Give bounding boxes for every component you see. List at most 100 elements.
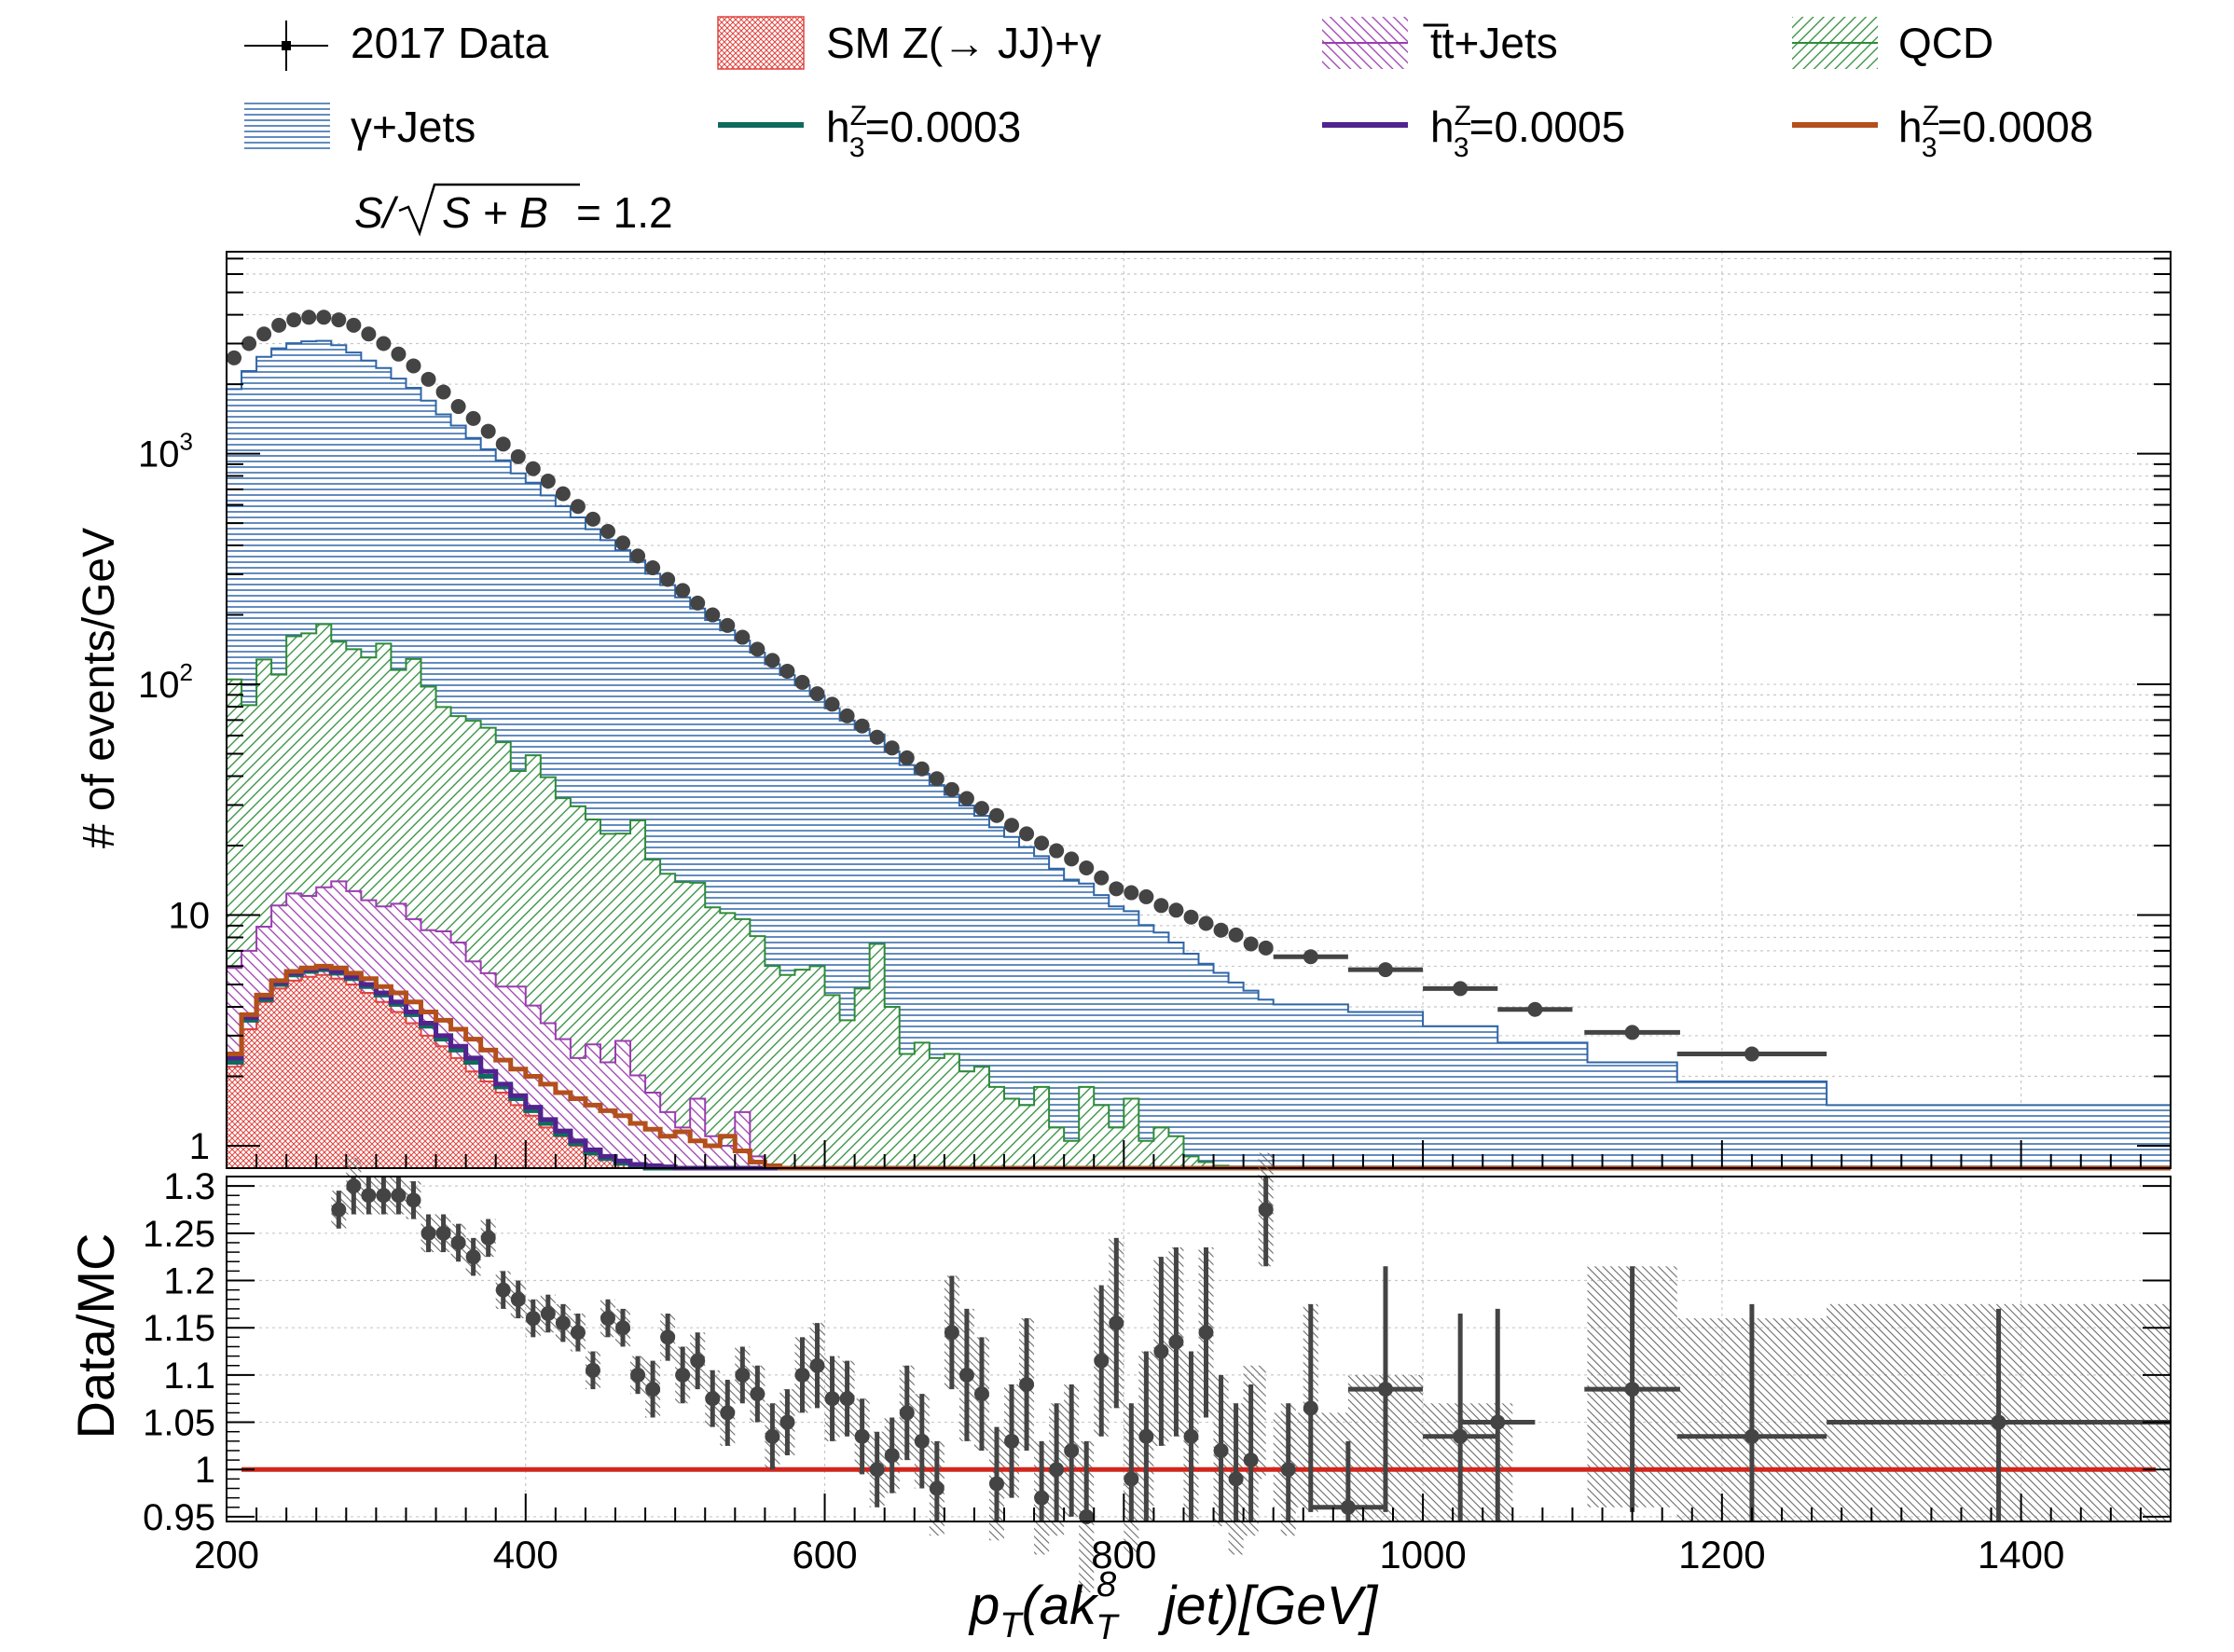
data-marker [480, 423, 496, 439]
data-marker [361, 326, 377, 342]
ratio-marker [615, 1320, 631, 1336]
y-tick-label: 103 [138, 428, 193, 475]
data-marker [271, 317, 287, 333]
data-point [884, 740, 900, 756]
ratio-y-tick-label: 1.3 [163, 1166, 215, 1207]
ratio-marker [331, 1202, 347, 1218]
ratio-marker [869, 1462, 885, 1478]
ratio-point [1124, 1403, 1139, 1521]
svg-text:hZ3=0.0003: hZ 3=0.0003 [826, 101, 1021, 163]
ratio-marker [779, 1414, 795, 1430]
data-point [929, 771, 945, 787]
data-point [854, 718, 870, 734]
data-marker [899, 750, 915, 765]
ratio-point [391, 1177, 407, 1215]
ratio-marker [675, 1367, 691, 1383]
ratio-point [1138, 1351, 1154, 1521]
ratio-marker [1377, 1382, 1393, 1397]
ratio-point [735, 1346, 751, 1404]
ratio-y-tick-label: 0.95 [143, 1497, 215, 1538]
data-point [391, 346, 407, 362]
ratio-point [376, 1177, 392, 1215]
data-point [510, 448, 526, 464]
y-axis-title-ratio: Data/MC [66, 1233, 125, 1439]
data-point [316, 310, 332, 325]
ratio-marker [854, 1428, 870, 1444]
ratio-point [1094, 1285, 1110, 1437]
data-marker [301, 310, 317, 325]
legend-entry-h3-0008: hZ 3=0.0008 [1792, 101, 2093, 163]
data-point [1004, 818, 1020, 833]
stack-qcd-outline [227, 623, 2171, 1169]
data-point [1497, 1001, 1573, 1017]
ratio-point [1676, 1303, 1827, 1521]
ratio-marker [540, 1305, 556, 1321]
ratio-marker [660, 1329, 676, 1345]
data-point [750, 641, 765, 657]
ratio-ticks: 0.95 1 1.05 1.1 1.15 1.2 1.25 1.3 200 400 600 800 10… [143, 1166, 2172, 1576]
ratio-point [465, 1237, 481, 1276]
ratio-frame [226, 1176, 2172, 1522]
data-marker [1183, 909, 1199, 925]
ratio-marker [1064, 1442, 1080, 1458]
ratio-point [615, 1308, 631, 1347]
ratio-marker [570, 1325, 586, 1341]
ratio-point [1280, 1403, 1296, 1521]
ratio-point [331, 1191, 347, 1229]
ratio-marker [1991, 1414, 2006, 1430]
ratio-point [1258, 1177, 1274, 1267]
ratio-marker [824, 1391, 840, 1407]
data-point [1019, 826, 1035, 842]
ratio-point [869, 1431, 885, 1507]
ratio-point [779, 1389, 795, 1456]
x-tick-label: 200 [194, 1533, 259, 1576]
data-point [914, 761, 930, 777]
data-marker [495, 436, 511, 452]
upper-frame [226, 251, 2172, 1169]
upper-panel: 1 10 102 103 [138, 251, 2172, 1171]
data-marker [1153, 898, 1169, 914]
ratio-marker [809, 1357, 825, 1373]
data-point [256, 326, 272, 342]
ratio-point [854, 1398, 870, 1475]
ratio-point [406, 1181, 421, 1219]
ratio-marker [914, 1433, 930, 1449]
data-point [525, 461, 541, 476]
ratio-point [630, 1356, 646, 1395]
ratio-point [1198, 1247, 1214, 1418]
ratio-point [585, 1351, 600, 1390]
ratio-y-tick-label: 1.25 [143, 1214, 215, 1255]
data-point [675, 583, 691, 599]
data-point [421, 371, 436, 387]
data-point [241, 336, 257, 351]
ratio-marker [1138, 1428, 1154, 1444]
data-marker [450, 399, 466, 415]
data-marker [1228, 927, 1244, 943]
data-marker [1034, 835, 1050, 851]
data-marker [615, 535, 631, 551]
ratio-marker [705, 1391, 721, 1407]
data-point [495, 436, 511, 452]
ratio-marker [944, 1325, 959, 1341]
data-point [346, 317, 362, 333]
ratio-marker [750, 1386, 765, 1402]
ratio-marker [1280, 1462, 1296, 1478]
data-marker [1453, 981, 1469, 997]
data-point [1168, 902, 1184, 918]
data-point [973, 801, 989, 817]
ratio-marker [1094, 1353, 1110, 1369]
ratio-point [1019, 1318, 1035, 1451]
ratio-marker [794, 1367, 810, 1383]
data-marker [1138, 888, 1154, 904]
significance-label: S/ S + B = 1.2 [354, 183, 673, 237]
ratio-point [675, 1346, 691, 1404]
legend-label-smz: SM Z(→ JJ)+γ [826, 19, 1101, 67]
legend-label-h3-0005: =0.0005 [1469, 103, 1626, 151]
ratio-marker [1124, 1471, 1139, 1487]
data-marker [241, 336, 257, 351]
legend-label-h3-0008: =0.0008 [1938, 103, 2094, 151]
legend-entry-h3-0003: hZ 3=0.0003 [718, 101, 1021, 163]
data-marker [630, 548, 646, 564]
